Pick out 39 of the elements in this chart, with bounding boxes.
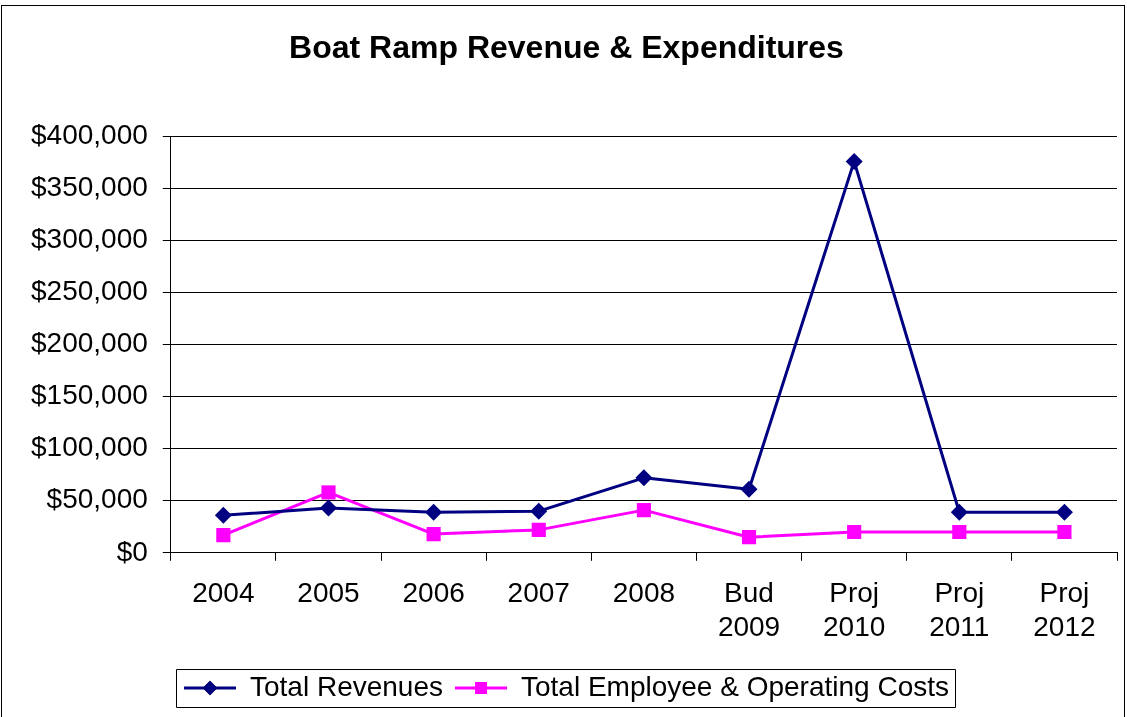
point	[531, 522, 546, 537]
point	[425, 503, 443, 521]
point	[214, 506, 232, 524]
point	[845, 152, 863, 170]
y-tick-label: $400,000	[30, 119, 148, 151]
x-tick-label: Proj 2010	[823, 577, 886, 642]
legend-label: Total Revenues	[250, 670, 444, 702]
point	[636, 503, 651, 518]
point	[847, 524, 862, 540]
x-tick-label: Proj 2012	[1033, 577, 1096, 642]
point	[950, 503, 968, 521]
point	[530, 502, 548, 520]
chart-title: Boat Ramp Revenue & Expenditures	[289, 29, 844, 66]
point	[740, 480, 758, 498]
point	[635, 469, 653, 487]
x-tick-label: 2005	[297, 577, 360, 609]
point	[426, 526, 441, 542]
x-tick-label: Bud 2009	[717, 577, 781, 642]
point	[741, 530, 757, 545]
y-tick-label: $50,000	[46, 483, 148, 515]
y-tick-label: $200,000	[30, 327, 148, 359]
y-tick-label: $150,000	[30, 379, 148, 411]
x-tick-label: 2004	[192, 577, 255, 609]
point	[952, 524, 967, 540]
point	[319, 499, 337, 517]
y-tick-label: $300,000	[30, 223, 148, 255]
x-tick-label: 2008	[612, 577, 676, 609]
legend-label: Total Employee & Operating Costs	[521, 670, 949, 702]
point	[216, 528, 231, 543]
y-tick-label: $250,000	[30, 275, 148, 307]
x-tick-label: 2006	[402, 577, 465, 609]
point	[321, 485, 336, 500]
point	[1057, 524, 1072, 540]
x-tick-label: 2007	[507, 577, 570, 609]
y-tick-label: $100,000	[30, 431, 148, 463]
point	[1055, 503, 1073, 521]
y-tick-label: $350,000	[30, 171, 148, 203]
y-tick-label: $0	[116, 535, 148, 567]
x-tick-label: Proj 2011	[929, 577, 990, 642]
